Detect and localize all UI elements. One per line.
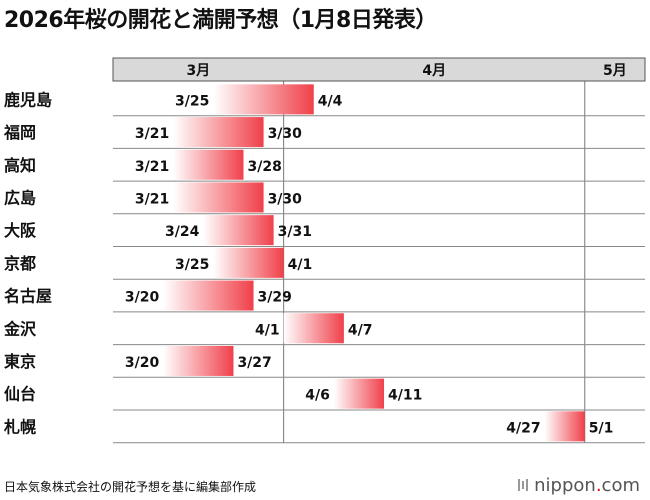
forecast-bar (173, 117, 264, 148)
bloom-date-label: 3/25 (175, 257, 209, 273)
full-bloom-date-label: 4/4 (318, 93, 343, 109)
forecast-bar (203, 215, 274, 246)
month-label: 3月 (186, 63, 210, 79)
forecast-bar (544, 411, 585, 442)
chart-title: 2026年桜の開花と満開予想（1月8日発表） (4, 8, 437, 33)
month-label: 4月 (422, 63, 446, 79)
city-label: 福岡 (3, 123, 36, 142)
bloom-date-label: 3/25 (175, 93, 209, 109)
forecast-bar (163, 345, 234, 376)
month-header: 3月 4月 5月 (112, 57, 646, 82)
bloom-date-label: 3/21 (135, 191, 169, 207)
city-label: 札幌 (3, 417, 36, 436)
city-label: 高知 (4, 156, 36, 175)
city-label: 名古屋 (4, 287, 52, 306)
full-bloom-date-label: 5/1 (589, 420, 614, 436)
forecast-bar (283, 313, 344, 344)
full-bloom-date-label: 3/29 (258, 290, 292, 306)
bloom-date-label: 3/21 (135, 126, 169, 142)
month-header-bg (112, 57, 646, 82)
full-bloom-date-label: 3/27 (237, 355, 271, 371)
city-label: 仙台 (4, 385, 36, 404)
city-label: 金沢 (3, 319, 37, 338)
bars (163, 84, 585, 442)
grid (113, 58, 645, 444)
full-bloom-date-label: 3/30 (268, 191, 303, 207)
city-label: 大阪 (4, 221, 37, 240)
city-label: 広島 (4, 188, 36, 207)
bloom-date-label: 4/6 (305, 388, 330, 404)
month-label: 5月 (603, 63, 627, 79)
city-label: 鹿児島 (4, 90, 52, 109)
bloom-date-label: 3/24 (165, 224, 200, 240)
brand-logo: nippon.com (516, 475, 640, 496)
source-note: 日本気象株式会社の開花予想を基に編集部作成 (4, 480, 257, 494)
bloom-date-label: 3/21 (135, 159, 169, 175)
full-bloom-date-label: 3/31 (278, 224, 312, 240)
forecast-bar (173, 182, 264, 213)
full-bloom-date-label: 4/7 (348, 322, 373, 338)
city-label: 東京 (4, 352, 36, 371)
brand-tld: com (601, 475, 640, 496)
full-bloom-date-label: 4/11 (388, 388, 422, 404)
forecast-bar (333, 378, 385, 409)
labels: 鹿児島 3/25 4/4 福岡 3/21 3/30 高知 3/21 3/28 広島 3/21 3/30… (3, 90, 613, 436)
brand-name: nippon (534, 475, 596, 496)
sakura-forecast-chart: 3月 4月 5月 鹿児島 3/25 4/4 福岡 3/21 3/30 高知 3/21 3/28 広島 3… (3, 57, 646, 444)
forecast-bar (173, 149, 244, 180)
bloom-date-label: 4/1 (255, 322, 280, 338)
nippon-logo-icon (518, 479, 529, 491)
full-bloom-date-label: 3/28 (247, 159, 281, 175)
full-bloom-date-label: 3/30 (268, 126, 303, 142)
forecast-bar (213, 247, 284, 278)
full-bloom-date-label: 4/1 (288, 257, 313, 273)
forecast-bar (163, 280, 254, 311)
bloom-date-label: 3/20 (125, 355, 160, 371)
bloom-date-label: 3/20 (125, 290, 160, 306)
forecast-bar (213, 84, 314, 115)
bloom-date-label: 4/27 (506, 420, 540, 436)
brand-dot: . (595, 475, 602, 496)
city-label: 京都 (4, 254, 36, 273)
